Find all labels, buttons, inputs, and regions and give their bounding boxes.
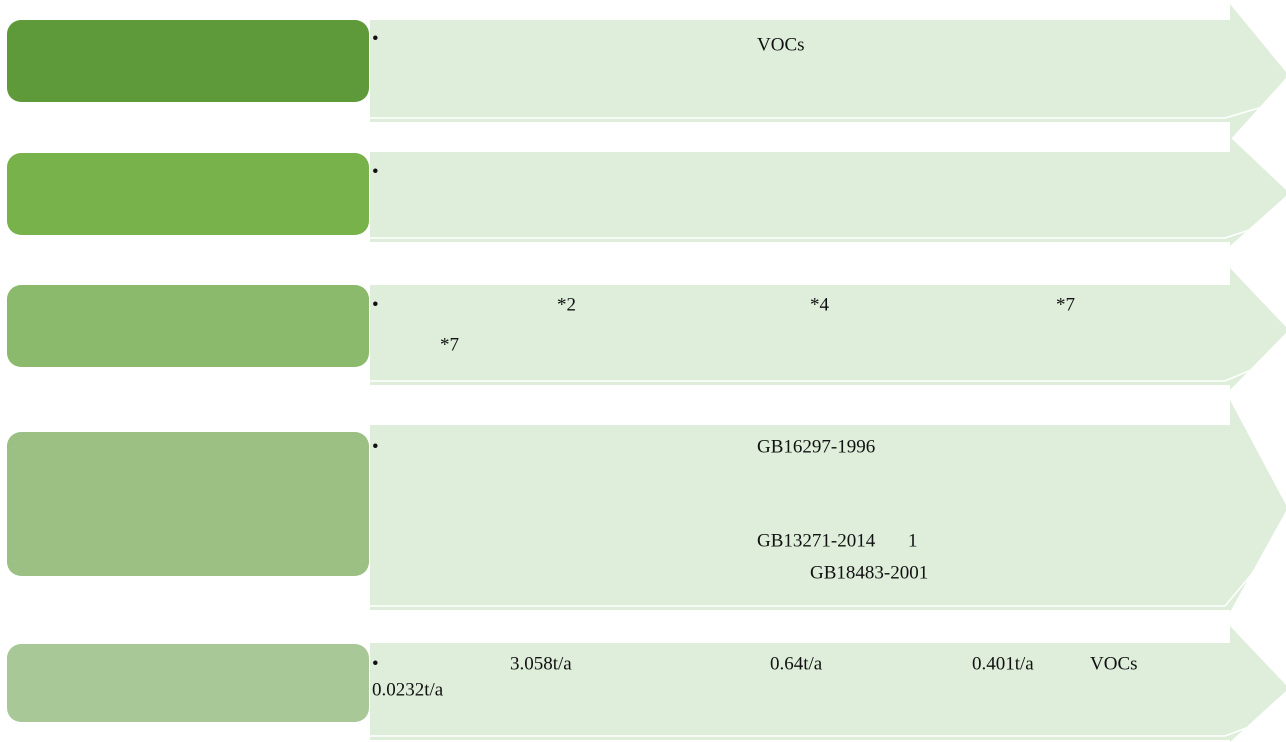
row-text: 3.058t/a <box>510 653 572 674</box>
row-text: VOCs <box>1090 653 1138 674</box>
arrow-edge <box>1224 532 1286 607</box>
label-box <box>7 20 369 102</box>
row-text: *7 <box>1056 294 1075 315</box>
arrow-edge <box>1224 99 1286 119</box>
label-box <box>7 153 369 235</box>
row-text: GB13271-2014 <box>757 530 876 551</box>
row-text: 0.64t/a <box>770 653 823 674</box>
label-box <box>7 432 369 576</box>
arrow <box>370 268 1286 390</box>
arrow <box>370 137 1286 246</box>
row-text: 1 <box>908 530 918 551</box>
bullet: • <box>372 436 379 457</box>
bullet: • <box>372 653 379 674</box>
row-text: 0.401t/a <box>972 653 1034 674</box>
arrow-edge <box>1224 354 1286 382</box>
arrow <box>370 4 1286 140</box>
label-box <box>7 644 369 722</box>
row-text: VOCs <box>757 34 805 55</box>
row-text: GB18483-2001 <box>810 562 928 583</box>
bullet: • <box>372 161 379 182</box>
label-box <box>7 285 369 367</box>
arrow-edge <box>1224 217 1286 239</box>
arrow <box>370 400 1286 612</box>
bullet: • <box>372 294 379 315</box>
bullet: • <box>372 28 379 49</box>
row-text: *2 <box>557 294 576 315</box>
row-text: *7 <box>440 334 459 355</box>
row-text: GB16297-1996 <box>757 436 875 457</box>
arrow-edge <box>1224 712 1286 737</box>
arrow <box>370 626 1286 742</box>
row-text: 0.0232t/a <box>372 679 444 700</box>
row-text: *4 <box>810 294 830 315</box>
